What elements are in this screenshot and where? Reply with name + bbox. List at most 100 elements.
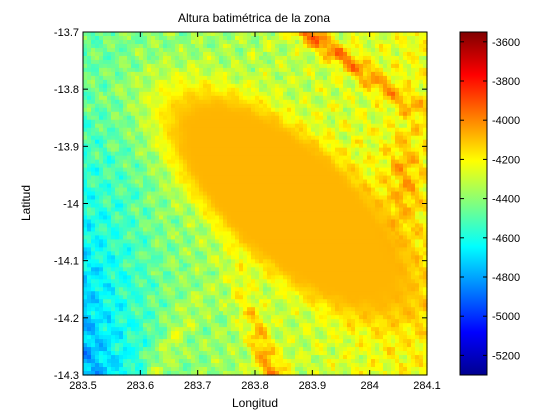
heatmap-cell <box>123 143 128 149</box>
heatmap-cell <box>159 295 164 300</box>
heatmap-cell <box>299 67 304 73</box>
heatmap-cell <box>127 107 132 113</box>
heatmap-cell <box>123 255 128 260</box>
heatmap-cell <box>95 151 100 157</box>
heatmap-cell <box>95 127 100 133</box>
heatmap-cell <box>227 35 232 41</box>
heatmap-cell <box>155 351 160 356</box>
heatmap-cell <box>111 47 116 53</box>
heatmap-cell <box>259 159 264 165</box>
heatmap-cell <box>243 335 248 340</box>
heatmap-cell <box>275 139 280 145</box>
heatmap-cell <box>123 239 128 244</box>
heatmap-cell <box>99 135 104 141</box>
heatmap-cell <box>187 147 192 153</box>
heatmap-cell <box>147 75 152 81</box>
heatmap-cell <box>115 323 120 328</box>
heatmap-cell <box>275 183 280 189</box>
heatmap-cell <box>103 215 108 221</box>
heatmap-cell <box>103 55 108 61</box>
heatmap-cell <box>275 47 280 53</box>
heatmap-cell <box>255 83 260 89</box>
heatmap-cell <box>223 279 228 284</box>
heatmap-cell <box>135 243 140 248</box>
heatmap-cell <box>219 247 224 252</box>
heatmap-cell <box>123 231 128 237</box>
heatmap-cell <box>199 55 204 61</box>
heatmap-cell <box>299 47 304 53</box>
heatmap-cell <box>231 55 236 61</box>
heatmap-cell <box>159 371 164 376</box>
heatmap-cell <box>99 243 104 248</box>
heatmap-cell <box>139 267 144 272</box>
heatmap-cell <box>99 195 104 201</box>
heatmap-cell <box>163 167 168 173</box>
heatmap-cell <box>223 147 228 153</box>
heatmap-cell <box>251 32 256 37</box>
heatmap-cell <box>299 259 304 264</box>
heatmap-cell <box>271 127 276 133</box>
heatmap-cell <box>83 367 88 372</box>
heatmap-cell <box>303 55 308 61</box>
heatmap-cell <box>275 351 280 356</box>
heatmap-cell <box>111 163 116 169</box>
heatmap-cell <box>119 63 124 69</box>
heatmap-cell <box>159 59 164 65</box>
heatmap-cell <box>159 207 164 213</box>
heatmap-cell <box>99 239 104 244</box>
heatmap-cell <box>99 67 104 73</box>
heatmap-cell <box>295 323 300 328</box>
heatmap-cell <box>259 107 264 113</box>
heatmap-cell <box>103 335 108 340</box>
heatmap-cell <box>195 155 200 161</box>
heatmap-cell <box>227 227 232 233</box>
heatmap-cell <box>131 243 136 248</box>
heatmap-cell <box>167 331 172 336</box>
heatmap-cell <box>171 247 176 252</box>
heatmap-cell <box>215 119 220 125</box>
heatmap-cell <box>295 87 300 93</box>
heatmap-cell <box>139 159 144 165</box>
heatmap-cell <box>163 195 168 201</box>
heatmap-cell <box>247 255 252 260</box>
heatmap-cell <box>235 283 240 288</box>
heatmap-cell <box>187 315 192 320</box>
heatmap-cell <box>127 75 132 81</box>
heatmap-cell <box>279 255 284 260</box>
heatmap-cell <box>215 359 220 364</box>
heatmap-cell <box>291 311 296 316</box>
heatmap-cell <box>291 295 296 300</box>
heatmap-cell <box>207 351 212 356</box>
heatmap-cell <box>115 287 120 292</box>
heatmap-cell <box>251 171 256 177</box>
heatmap-cell <box>123 359 128 364</box>
heatmap-cell <box>231 175 236 181</box>
heatmap-cell <box>235 195 240 201</box>
heatmap-cell <box>179 263 184 268</box>
heatmap-cell <box>307 247 312 252</box>
heatmap-cell <box>195 191 200 197</box>
heatmap-cell <box>139 99 144 105</box>
heatmap-cell <box>303 335 308 340</box>
heatmap-cell <box>283 32 288 37</box>
heatmap-cell <box>127 59 132 65</box>
heatmap-cell <box>303 115 308 121</box>
heatmap-cell <box>255 191 260 197</box>
heatmap-cell <box>243 47 248 53</box>
heatmap-cell <box>295 123 300 129</box>
heatmap-cell <box>195 147 200 153</box>
heatmap-cell <box>91 359 96 364</box>
heatmap-cell <box>211 339 216 344</box>
heatmap-cell <box>135 199 140 205</box>
heatmap-cell <box>99 259 104 264</box>
heatmap-cell <box>219 67 224 73</box>
heatmap-cell <box>231 259 236 264</box>
heatmap-cell <box>95 59 100 65</box>
heatmap-cell <box>207 175 212 181</box>
heatmap-cell <box>127 299 132 304</box>
heatmap-cell <box>163 71 168 77</box>
heatmap-cell <box>167 219 172 225</box>
heatmap-cell <box>243 207 248 213</box>
heatmap-cell <box>223 315 228 320</box>
heatmap-cell <box>179 235 184 240</box>
